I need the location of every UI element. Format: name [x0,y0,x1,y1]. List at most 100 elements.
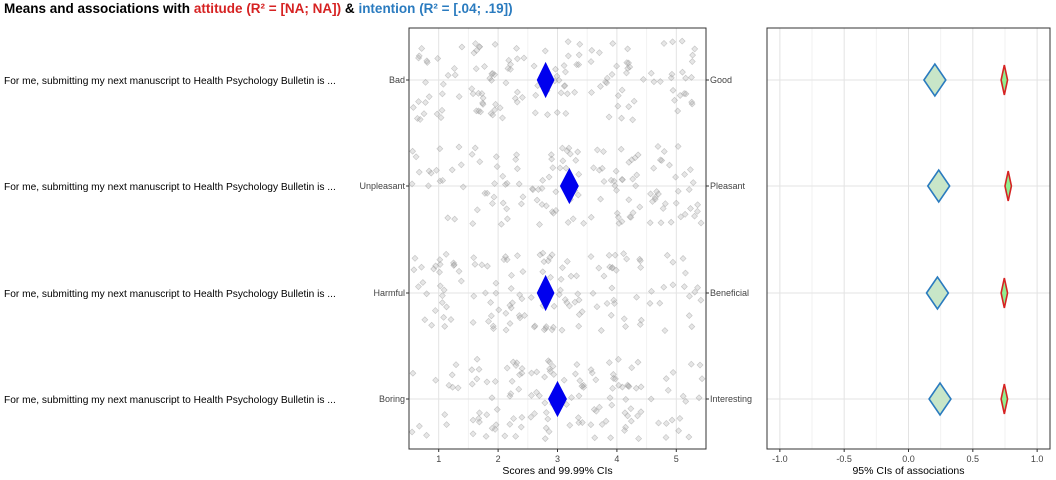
jitter-point [419,279,427,286]
jitter-point [415,168,423,176]
jitter-point [573,272,580,280]
jitter-point [662,420,670,427]
title-attitude-word: attitude [193,1,243,16]
jitter-point [593,303,601,311]
jitter-point [588,46,596,54]
jitter-point [623,255,631,263]
jitter-point [509,358,517,366]
jitter-point [685,186,693,194]
jitter-point [502,309,510,317]
jitter-point [612,266,620,274]
scores-panel: 1 2 3 4 5 Scores and 99.99% CIs [408,27,707,477]
jitter-point [513,88,521,96]
jitter-point [609,40,617,47]
jitter-point [487,312,495,320]
jitter-point [469,90,477,98]
jitter-point [549,323,557,331]
associations-panel: -1.0 -0.5 0.0 0.5 1.0 95% CIs of associations [766,27,1051,477]
jitter-point [647,395,655,403]
jitter-point [528,369,535,377]
attitude-ci-diamond-1 [1000,64,1009,96]
jitter-point [610,374,617,382]
jitter-point [691,288,699,296]
jitter-point [622,396,630,403]
jitter-point [489,200,496,207]
jitter-point [470,292,478,300]
jitter-point [688,98,696,106]
item-label-2: For me, submitting my next manuscript to… [4,182,336,193]
mean-diamond-3 [536,274,555,312]
jitter-point [680,90,688,98]
jitter-point [587,58,595,65]
jitter-point [597,195,604,203]
jitter-point [545,173,553,181]
jitter-point [517,423,525,431]
jitter-point [569,215,577,223]
jitter-point [438,106,446,114]
jitter-point [578,419,586,426]
jitter-point [416,116,424,123]
jitter-point [560,376,568,384]
jitter-point [521,312,529,319]
jitter-point [666,161,673,169]
jitter-point [506,420,514,428]
jitter-point [559,157,567,165]
jitter-point [431,307,439,315]
jitter-point [448,371,456,379]
jitter-point [685,312,693,320]
jitter-point [688,58,696,65]
jitter-point [662,375,670,383]
jitter-point [520,54,528,62]
jitter-point [575,311,583,319]
jitter-point [627,417,635,425]
jitter-point [503,256,511,264]
jitter-point [606,263,614,271]
jitter-point [493,406,501,413]
jitter-point [430,265,438,273]
scores-x-tick-label: 3 [555,454,560,464]
jitter-point [530,62,538,70]
jitter-point [506,301,514,309]
title-intention-r2: (R² = [.04; .19]) [415,1,513,16]
jitter-point [546,367,554,375]
jitter-point [674,143,682,150]
jitter-point [669,86,677,94]
jitter-point [662,434,670,441]
jitter-point [614,355,622,363]
scores-x-tick-label: 2 [496,454,501,464]
jitter-point [468,380,476,388]
jitter-point [536,251,544,259]
jitter-point [438,90,446,98]
jitter-point [608,401,616,409]
jitter-point [620,315,628,323]
jitter-point [686,166,694,174]
jitter-point [415,52,423,60]
jitter-point [639,76,647,83]
jitter-point [439,80,447,88]
left-anchor-label-3: Harmful [373,288,405,298]
jitter-point [482,289,489,297]
jitter-point [564,90,571,98]
jitter-point [595,264,603,272]
jitter-point [533,196,541,204]
jitter-point [618,86,626,94]
jitter-point [566,421,574,429]
jitter-point [491,425,499,433]
jitter-point [546,358,554,366]
jitter-point [473,107,480,115]
jitter-point [566,302,573,310]
jitter-point [627,405,635,413]
jitter-point [452,361,460,369]
jitter-point [411,254,419,262]
jitter-point [488,76,495,84]
jitter-point [587,213,595,221]
jitter-point [455,93,463,101]
jitter-point [558,144,566,152]
jitter-point [563,258,571,265]
jitter-point [433,110,441,118]
jitter-point [545,428,553,436]
jitter-point [455,267,463,275]
jitter-point [625,103,633,111]
jitter-point [564,52,572,60]
jitter-point [595,403,603,411]
